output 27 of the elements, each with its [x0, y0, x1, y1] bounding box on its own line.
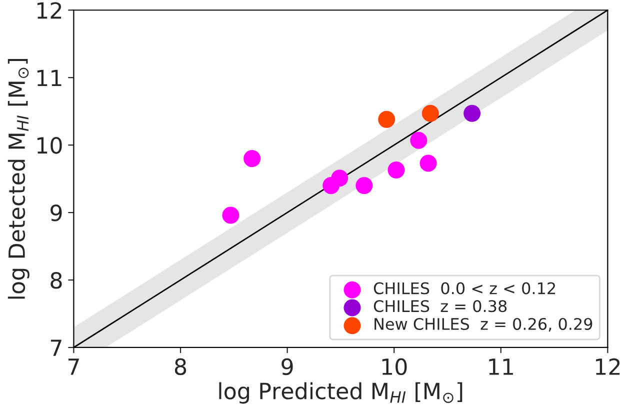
y-tick-label: 11 — [37, 70, 62, 86]
legend-label: New CHILES z = 0.26, 0.29 — [374, 318, 592, 332]
point — [464, 104, 481, 122]
point — [222, 206, 240, 224]
point — [422, 104, 439, 122]
y-tick-label: 10 — [37, 137, 62, 154]
point — [356, 177, 373, 194]
y-tick-label: 12 — [37, 2, 62, 19]
x-tick-label: 7 — [68, 358, 79, 375]
point — [388, 162, 405, 179]
x-tick-label: 10 — [382, 358, 407, 376]
x-tick-label: 9 — [282, 358, 293, 376]
point — [244, 150, 261, 168]
point — [378, 110, 396, 128]
legend-label: CHILES z = 0.38 — [374, 300, 507, 312]
y-tick-label: 8 — [50, 272, 62, 289]
legend-label: CHILES 0.0 < z < 0.12 — [374, 282, 555, 294]
x-axis-title: log Predicted M$_{HI}$ [M$_{⊙}$] — [219, 382, 462, 404]
point — [331, 170, 348, 187]
y-tick-label: 7 — [50, 340, 62, 356]
y-axis-title: log Detected M$_{HI}$ [M$_{⊙}$] — [8, 59, 30, 299]
x-tick-label: 11 — [489, 358, 513, 375]
point — [410, 132, 428, 149]
point — [420, 154, 437, 172]
x-tick-label: 8 — [174, 358, 186, 376]
x-tick-label: 12 — [596, 358, 620, 375]
y-tick-label: 9 — [50, 204, 62, 222]
